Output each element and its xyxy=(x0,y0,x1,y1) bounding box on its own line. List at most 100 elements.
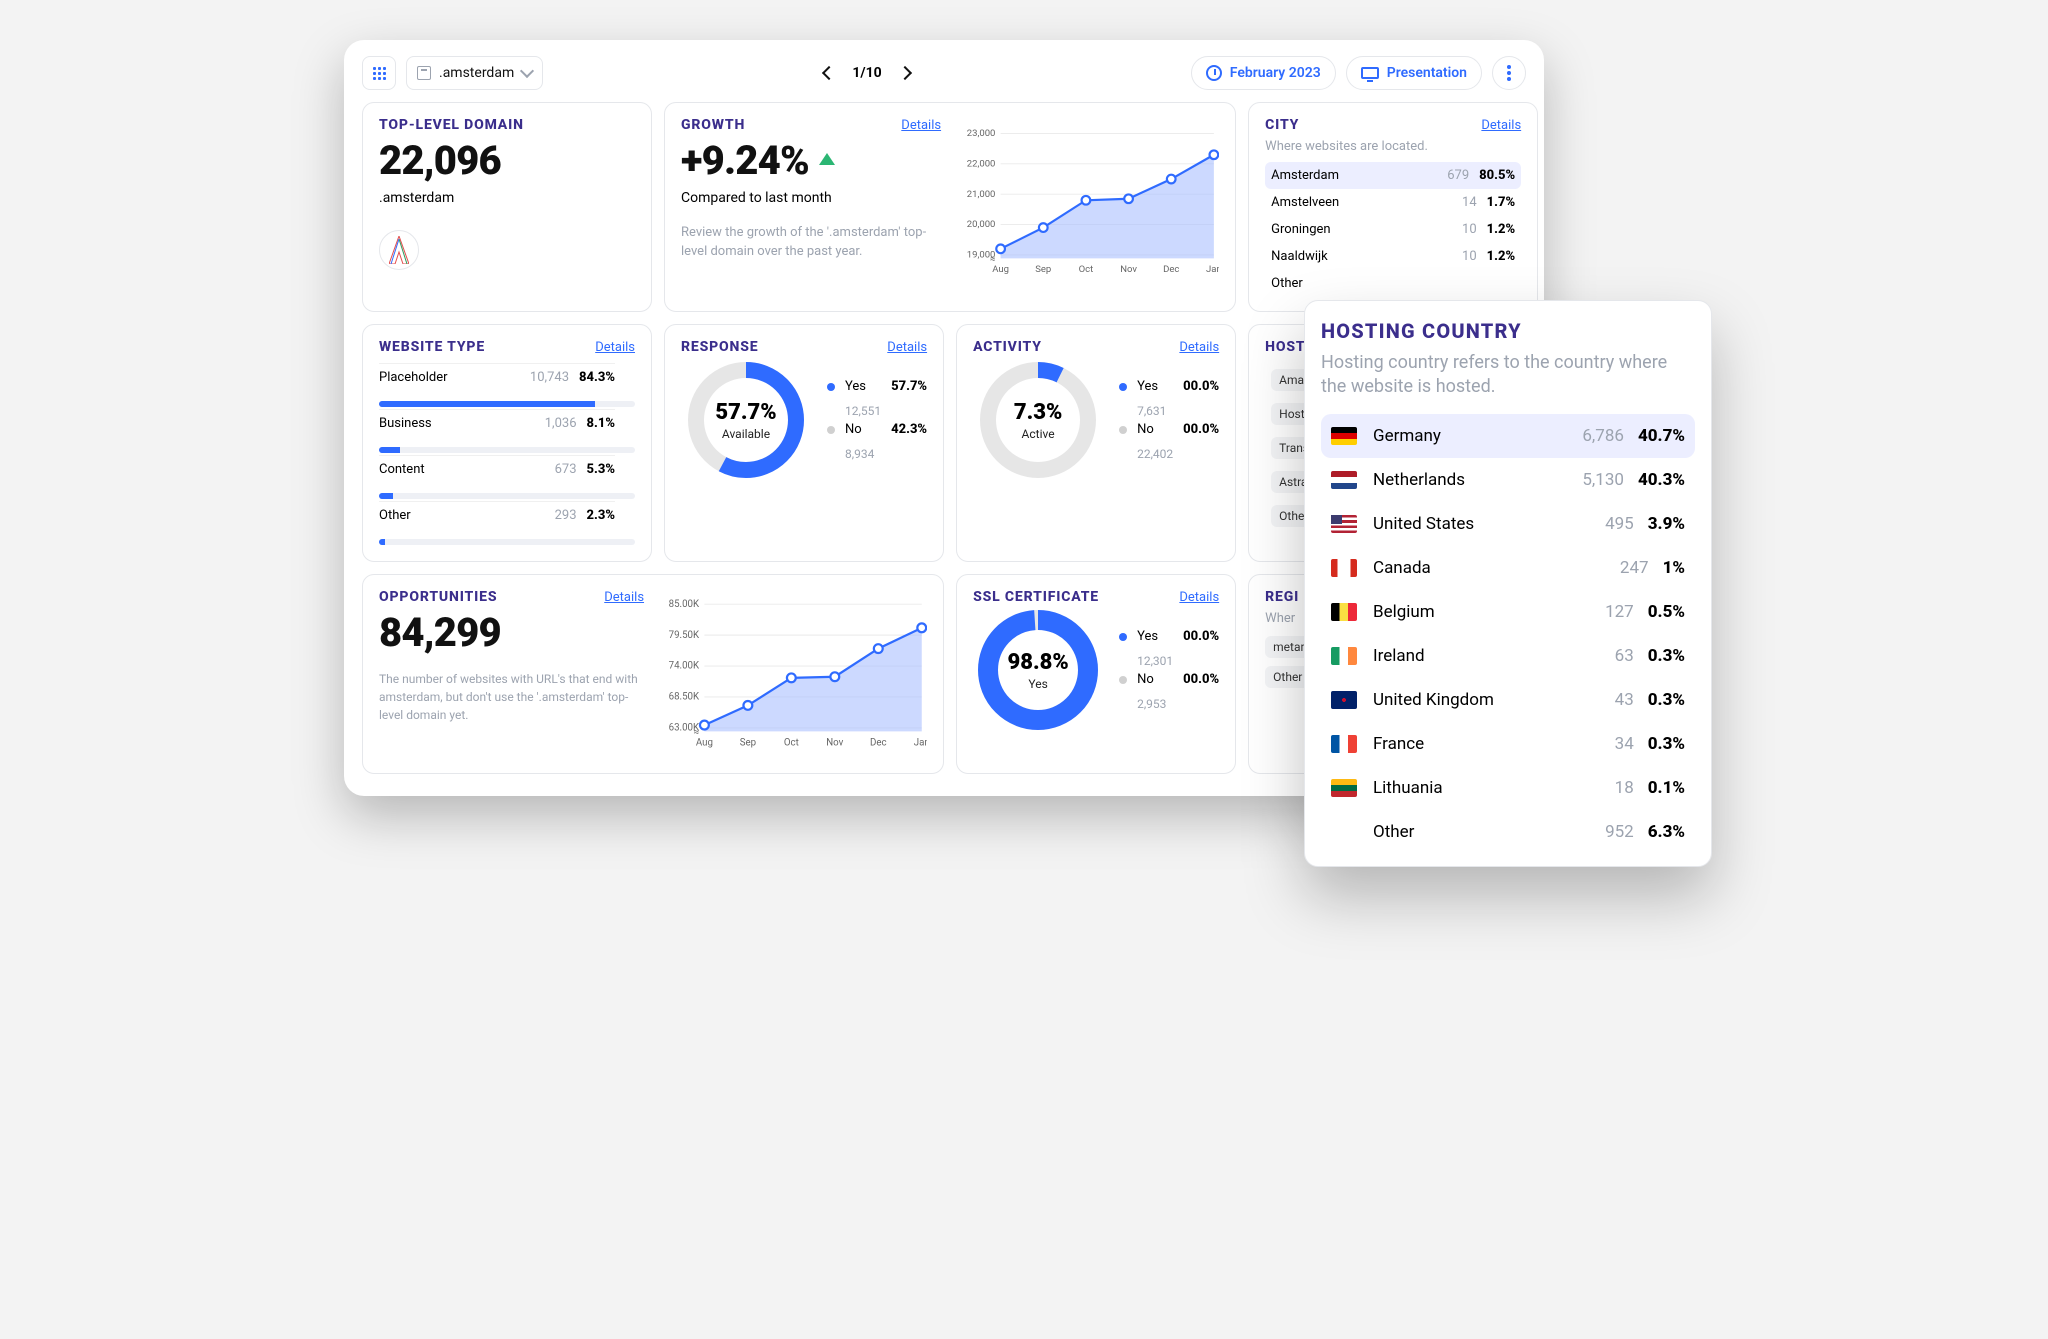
legend-dot-icon xyxy=(1119,383,1127,391)
card-title: OPPORTUNITIES xyxy=(379,589,497,605)
city-name: Amsterdam xyxy=(1271,168,1437,183)
country-name: Canada xyxy=(1373,558,1606,578)
wt-bar xyxy=(379,447,635,453)
card-tld: TOP-LEVEL DOMAIN 22,096 .amsterdam xyxy=(362,102,652,312)
presentation-button-label: Presentation xyxy=(1387,65,1467,81)
amsterdam-logo-icon xyxy=(389,236,409,264)
legend-key: Yes xyxy=(845,379,881,394)
country-value: 952 xyxy=(1605,822,1634,842)
page-prev-button[interactable] xyxy=(822,66,836,80)
country-value: 63 xyxy=(1615,646,1634,666)
legend-key: No xyxy=(1137,422,1173,437)
svg-text:≈: ≈ xyxy=(990,254,995,265)
legend-value: 12,551 xyxy=(845,404,881,418)
hosting-country-row[interactable]: United Kingdom 43 0.3% xyxy=(1321,678,1695,722)
country-value: 127 xyxy=(1605,602,1634,622)
hosting-country-row[interactable]: Ireland 63 0.3% xyxy=(1321,634,1695,678)
wt-value: 1,036 xyxy=(545,416,577,431)
tld-domain: .amsterdam xyxy=(379,190,635,206)
hosting-country-row[interactable]: United States 495 3.9% xyxy=(1321,502,1695,546)
details-link[interactable]: Details xyxy=(887,340,927,355)
country-value: 5,130 xyxy=(1582,470,1624,490)
legend-value: 12,301 xyxy=(1137,654,1173,668)
details-link[interactable]: Details xyxy=(604,590,644,605)
hosting-country-row[interactable]: Canada 247 1% xyxy=(1321,546,1695,590)
list-item[interactable]: Amsterdam 679 80.5% xyxy=(1265,162,1521,189)
apps-button[interactable] xyxy=(362,56,396,90)
hosting-country-row[interactable]: Netherlands 5,130 40.3% xyxy=(1321,458,1695,502)
details-link[interactable]: Details xyxy=(595,340,635,355)
list-item[interactable]: Other 293 2.3% xyxy=(379,501,635,547)
hosting-country-row[interactable]: Other 952 6.3% xyxy=(1321,810,1695,854)
domain-selector[interactable]: .amsterdam xyxy=(406,56,543,90)
opportunities-chart: 63.00K68.50K74.00K79.50K85.00K≈AugSepOct… xyxy=(662,589,927,759)
city-pct: 1.2% xyxy=(1487,249,1515,264)
list-item[interactable]: Other xyxy=(1265,270,1521,297)
list-item[interactable]: Content 673 5.3% xyxy=(379,455,635,501)
apps-icon xyxy=(373,67,386,80)
country-pct: 0.1% xyxy=(1648,778,1685,798)
list-item[interactable]: Naaldwijk 10 1.2% xyxy=(1265,243,1521,270)
more-button[interactable] xyxy=(1492,56,1526,90)
svg-text:Sep: Sep xyxy=(740,738,756,749)
details-link[interactable]: Details xyxy=(1179,340,1219,355)
activity-donut: 7.3%Active xyxy=(973,355,1103,485)
date-picker[interactable]: February 2023 xyxy=(1191,56,1336,90)
wt-name: Content xyxy=(379,462,545,477)
document-icon xyxy=(417,66,431,80)
details-link[interactable]: Details xyxy=(1179,590,1219,605)
legend-pct: 57.7% xyxy=(891,379,927,394)
svg-text:Jan: Jan xyxy=(914,738,927,749)
list-item[interactable]: Business 1,036 8.1% xyxy=(379,409,635,455)
hosting-country-row[interactable]: Belgium 127 0.5% xyxy=(1321,590,1695,634)
city-pct: 1.7% xyxy=(1487,195,1515,210)
date-picker-label: February 2023 xyxy=(1230,65,1321,81)
list-item[interactable]: Placeholder 10,743 84.3% xyxy=(379,363,635,409)
presentation-button[interactable]: Presentation xyxy=(1346,56,1482,90)
activity-legend: Yes 00.0% 7,631 No 00.0% 22,402 xyxy=(1119,375,1219,465)
legend-pct: 00.0% xyxy=(1183,672,1219,687)
card-city: CITY Details Where websites are located.… xyxy=(1248,102,1538,312)
svg-text:Oct: Oct xyxy=(1079,264,1094,275)
details-link[interactable]: Details xyxy=(901,118,941,133)
details-link[interactable]: Details xyxy=(1481,118,1521,133)
triangle-up-icon xyxy=(819,153,835,165)
wt-pct: 5.3% xyxy=(587,462,615,477)
legend-dot-icon xyxy=(827,426,835,434)
tld-logo xyxy=(379,230,419,270)
card-title: RESPONSE xyxy=(681,339,758,355)
legend-value: 22,402 xyxy=(1137,447,1173,461)
svg-text:Aug: Aug xyxy=(992,264,1009,275)
list-item[interactable]: Groningen 10 1.2% xyxy=(1265,216,1521,243)
hosting-country-row[interactable]: Lithuania 18 0.1% xyxy=(1321,766,1695,810)
card-response: RESPONSE Details 57.7%Available Yes 57.7… xyxy=(664,324,944,562)
country-pct: 0.3% xyxy=(1648,646,1685,666)
legend-value: 2,953 xyxy=(1137,697,1173,711)
list-item[interactable]: Amstelveen 14 1.7% xyxy=(1265,189,1521,216)
hosting-country-row[interactable]: France 34 0.3% xyxy=(1321,722,1695,766)
hosting-country-row[interactable]: Germany 6,786 40.7% xyxy=(1321,414,1695,458)
card-growth: GROWTH Details +9.24% Compared to last m… xyxy=(664,102,1236,312)
country-pct: 0.3% xyxy=(1648,734,1685,754)
legend-pct: 00.0% xyxy=(1183,379,1219,394)
svg-text:Nov: Nov xyxy=(1120,264,1137,275)
wt-name: Placeholder xyxy=(379,370,520,385)
country-name: Belgium xyxy=(1373,602,1591,622)
legend-dot-icon xyxy=(1119,676,1127,684)
svg-text:Sep: Sep xyxy=(1035,264,1051,275)
country-name: France xyxy=(1373,734,1601,754)
city-name: Groningen xyxy=(1271,222,1452,237)
legend-pct: 42.3% xyxy=(891,422,927,437)
wt-name: Other xyxy=(379,508,545,523)
card-opportunities: OPPORTUNITIES Details 84,299 The number … xyxy=(362,574,944,774)
page-next-button[interactable] xyxy=(898,66,912,80)
country-name: United States xyxy=(1373,514,1591,534)
more-icon xyxy=(1507,71,1511,75)
domain-selector-label: .amsterdam xyxy=(439,65,514,81)
legend-item: Yes 00.0% 12,301 xyxy=(1119,629,1219,668)
legend-key: No xyxy=(845,422,881,437)
svg-text:Nov: Nov xyxy=(826,738,843,749)
svg-text:23,000: 23,000 xyxy=(967,128,996,139)
opportunities-description: The number of websites with URL's that e… xyxy=(379,670,639,724)
svg-text:Jan: Jan xyxy=(1206,264,1219,275)
